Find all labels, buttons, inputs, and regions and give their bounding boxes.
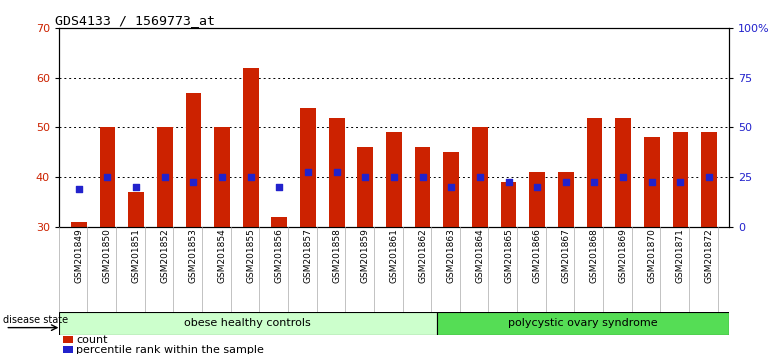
Point bbox=[187, 179, 200, 185]
Text: GDS4133 / 1569773_at: GDS4133 / 1569773_at bbox=[56, 14, 216, 27]
Point bbox=[245, 174, 257, 180]
Point bbox=[416, 174, 429, 180]
Bar bbox=[358, 147, 373, 227]
Point bbox=[330, 169, 343, 175]
Point bbox=[674, 179, 687, 185]
Bar bbox=[558, 172, 574, 227]
Bar bbox=[300, 108, 316, 227]
Bar bbox=[415, 147, 430, 227]
Point bbox=[130, 184, 143, 190]
Bar bbox=[501, 182, 517, 227]
Point bbox=[531, 184, 543, 190]
Point bbox=[474, 174, 486, 180]
Point bbox=[560, 179, 572, 185]
Point bbox=[617, 174, 630, 180]
Bar bbox=[63, 336, 72, 343]
Bar bbox=[157, 127, 172, 227]
Bar bbox=[63, 346, 72, 353]
Point bbox=[645, 179, 658, 185]
Bar bbox=[529, 172, 545, 227]
Text: count: count bbox=[76, 335, 108, 345]
Text: obese healthy controls: obese healthy controls bbox=[184, 318, 311, 328]
Point bbox=[73, 187, 85, 192]
Text: percentile rank within the sample: percentile rank within the sample bbox=[76, 344, 264, 354]
Bar bbox=[214, 127, 230, 227]
Text: disease state: disease state bbox=[3, 315, 68, 325]
Bar bbox=[243, 68, 259, 227]
Bar bbox=[673, 132, 688, 227]
Bar bbox=[586, 118, 602, 227]
Bar bbox=[472, 127, 488, 227]
Point bbox=[101, 174, 114, 180]
Bar bbox=[59, 312, 437, 335]
Point bbox=[359, 174, 372, 180]
Bar bbox=[444, 152, 459, 227]
Point bbox=[503, 179, 515, 185]
Bar bbox=[644, 137, 659, 227]
Bar bbox=[100, 127, 115, 227]
Bar bbox=[71, 222, 87, 227]
Bar bbox=[615, 118, 631, 227]
Point bbox=[302, 169, 314, 175]
Point bbox=[216, 174, 228, 180]
Bar bbox=[437, 312, 729, 335]
Point bbox=[273, 184, 285, 190]
Bar bbox=[186, 93, 201, 227]
Point bbox=[388, 174, 401, 180]
Bar bbox=[271, 217, 287, 227]
Point bbox=[702, 174, 715, 180]
Bar bbox=[129, 192, 144, 227]
Text: polycystic ovary syndrome: polycystic ovary syndrome bbox=[508, 318, 658, 328]
Point bbox=[588, 179, 601, 185]
Point bbox=[445, 184, 458, 190]
Bar bbox=[328, 118, 344, 227]
Point bbox=[158, 174, 171, 180]
Bar bbox=[701, 132, 717, 227]
Bar bbox=[386, 132, 402, 227]
